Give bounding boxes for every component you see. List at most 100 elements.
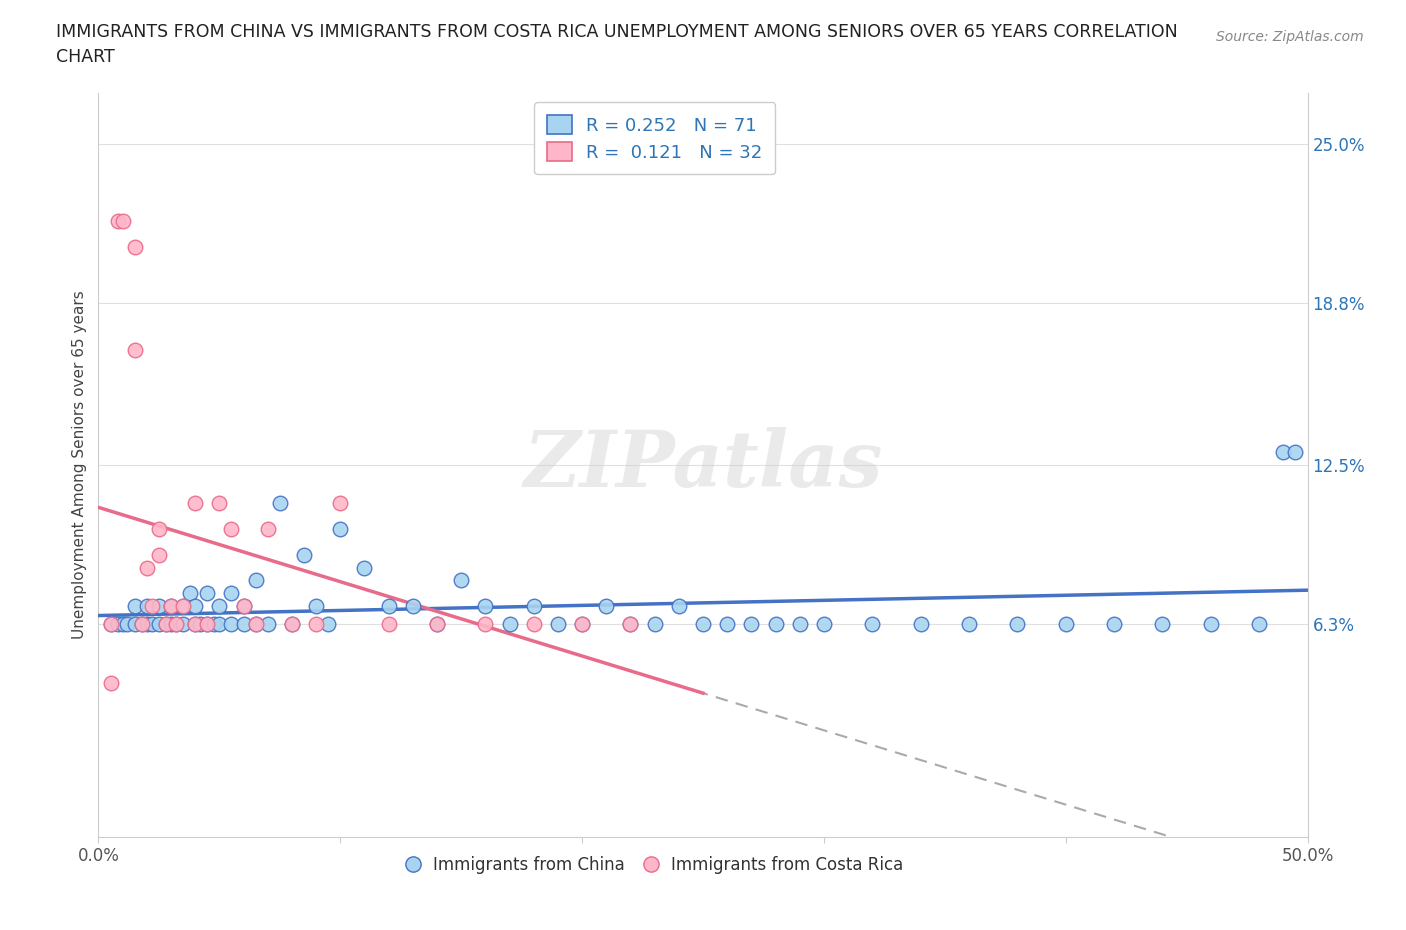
Point [498, 617, 520, 631]
Point [860, 617, 883, 631]
Point [232, 599, 254, 614]
Point [245, 617, 267, 631]
Point [195, 617, 218, 631]
Point [571, 617, 593, 631]
Text: Source: ZipAtlas.com: Source: ZipAtlas.com [1216, 30, 1364, 44]
Point [305, 599, 328, 614]
Point [245, 573, 267, 588]
Text: CHART: CHART [56, 48, 115, 66]
Point [644, 617, 666, 631]
Point [256, 617, 278, 631]
Point [148, 617, 170, 631]
Point [316, 617, 339, 631]
Point [692, 617, 714, 631]
Point [111, 617, 134, 631]
Point [1152, 617, 1174, 631]
Point [221, 522, 243, 537]
Point [160, 617, 183, 631]
Point [184, 599, 207, 614]
Point [124, 599, 146, 614]
Point [107, 617, 129, 631]
Point [124, 342, 146, 357]
Point [165, 617, 187, 631]
Point [124, 240, 146, 255]
Point [184, 496, 207, 511]
Point [474, 617, 496, 631]
Point [523, 599, 546, 614]
Point [155, 617, 177, 631]
Point [813, 617, 835, 631]
Point [131, 617, 153, 631]
Point [329, 496, 352, 511]
Point [269, 496, 291, 511]
Point [148, 548, 170, 563]
Point [232, 599, 254, 614]
Point [1007, 617, 1029, 631]
Point [256, 522, 278, 537]
Point [765, 617, 787, 631]
Point [124, 617, 146, 631]
Point [172, 599, 194, 614]
Point [204, 617, 226, 631]
Point [789, 617, 811, 631]
Text: ZIPatlas: ZIPatlas [523, 427, 883, 503]
Point [1249, 617, 1271, 631]
Point [172, 617, 194, 631]
Point [523, 617, 546, 631]
Point [1054, 617, 1077, 631]
Point [740, 617, 762, 631]
Point [100, 617, 122, 631]
Point [208, 617, 231, 631]
Point [281, 617, 304, 631]
Point [232, 617, 254, 631]
Point [141, 599, 163, 614]
Point [957, 617, 980, 631]
Point [100, 675, 122, 690]
Point [450, 573, 472, 588]
Point [184, 617, 207, 631]
Point [179, 586, 201, 601]
Point [571, 617, 593, 631]
Point [1284, 445, 1306, 459]
Point [474, 599, 496, 614]
Point [188, 617, 211, 631]
Point [165, 617, 187, 631]
Point [547, 617, 569, 631]
Point [716, 617, 738, 631]
Point [595, 599, 617, 614]
Point [619, 617, 641, 631]
Point [910, 617, 932, 631]
Point [619, 617, 641, 631]
Point [668, 599, 690, 614]
Point [208, 599, 231, 614]
Point [141, 617, 163, 631]
Point [208, 496, 231, 511]
Point [1272, 445, 1295, 459]
Point [184, 617, 207, 631]
Point [135, 560, 157, 575]
Point [402, 599, 425, 614]
Point [117, 617, 139, 631]
Point [148, 599, 170, 614]
Text: IMMIGRANTS FROM CHINA VS IMMIGRANTS FROM COSTA RICA UNEMPLOYMENT AMONG SENIORS O: IMMIGRANTS FROM CHINA VS IMMIGRANTS FROM… [56, 23, 1178, 41]
Point [131, 617, 153, 631]
Point [245, 617, 267, 631]
Point [426, 617, 449, 631]
Point [148, 522, 170, 537]
Point [377, 617, 399, 631]
Point [111, 214, 134, 229]
Point [107, 214, 129, 229]
Point [426, 617, 449, 631]
Point [135, 617, 157, 631]
Point [1199, 617, 1222, 631]
Point [353, 560, 375, 575]
Y-axis label: Unemployment Among Seniors over 65 years: Unemployment Among Seniors over 65 years [72, 291, 87, 640]
Point [160, 599, 183, 614]
Point [155, 617, 177, 631]
Point [221, 586, 243, 601]
Point [195, 586, 218, 601]
Point [160, 599, 183, 614]
Point [221, 617, 243, 631]
Point [329, 522, 352, 537]
Point [377, 599, 399, 614]
